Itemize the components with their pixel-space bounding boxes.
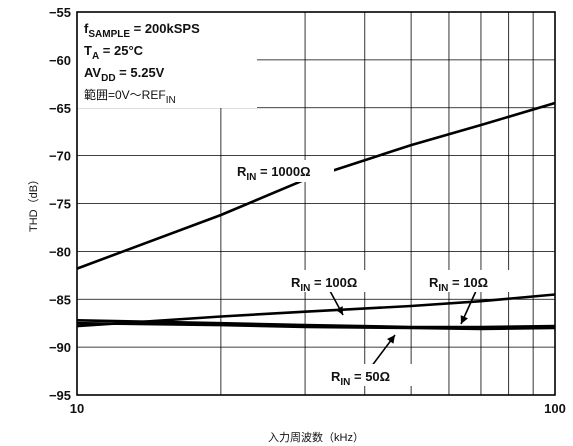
condition-line-2: AVDD = 5.25V (84, 65, 165, 84)
y-tick-label: −80 (49, 244, 71, 259)
y-tick-label: −70 (49, 149, 71, 164)
conditions-background (77, 12, 257, 108)
y-tick-label: −95 (49, 388, 71, 403)
plot-frame (76, 11, 556, 396)
arrow-head-icon (335, 306, 343, 315)
series-label-background (326, 364, 416, 386)
y-axis-label: THD（dB） (27, 174, 40, 232)
series-line-0 (76, 101, 556, 270)
y-tick-label: −55 (49, 5, 71, 20)
series-line-1 (76, 293, 556, 328)
y-tick-label: −85 (49, 292, 71, 307)
series-label-background (424, 270, 512, 292)
series-labels: RIN = 1000Ω RIN = 100Ω RIN = 10Ω RIN = 50Ω (228, 160, 512, 388)
grid (77, 12, 555, 395)
series-line-3 (76, 321, 556, 331)
y-tick-label: −65 (49, 101, 71, 116)
arrow-head-icon (460, 315, 468, 324)
y-tick-label: −60 (49, 53, 71, 68)
series-label-background (286, 270, 382, 292)
series-lines (76, 101, 556, 331)
condition-line-1: TA = 25°C (84, 43, 144, 62)
x-axis-label: 入力周波数（kHz） (268, 431, 364, 444)
series-line-2 (76, 319, 556, 329)
conditions-block: fSAMPLE = 200kSPS TA = 25°C AVDD = 5.25V 範囲… (84, 21, 200, 106)
series-label-1: RIN = 100Ω (291, 275, 357, 294)
series-label-0: RIN = 1000Ω (237, 164, 311, 183)
y-tick-label: −90 (49, 340, 71, 355)
x-tick-label: 100 (544, 401, 566, 416)
series-label-3: RIN = 50Ω (331, 369, 390, 388)
series-label-background (228, 160, 334, 182)
condition-line-0: fSAMPLE = 200kSPS (84, 21, 200, 40)
arrow-head-icon (387, 335, 395, 344)
annotation-pointers (329, 290, 477, 368)
series-label-2: RIN = 10Ω (429, 275, 488, 294)
x-tick-label: 10 (70, 401, 84, 416)
condition-line-3: 範囲=0V〜REFIN (84, 87, 176, 106)
y-tick-label: −75 (49, 197, 71, 212)
